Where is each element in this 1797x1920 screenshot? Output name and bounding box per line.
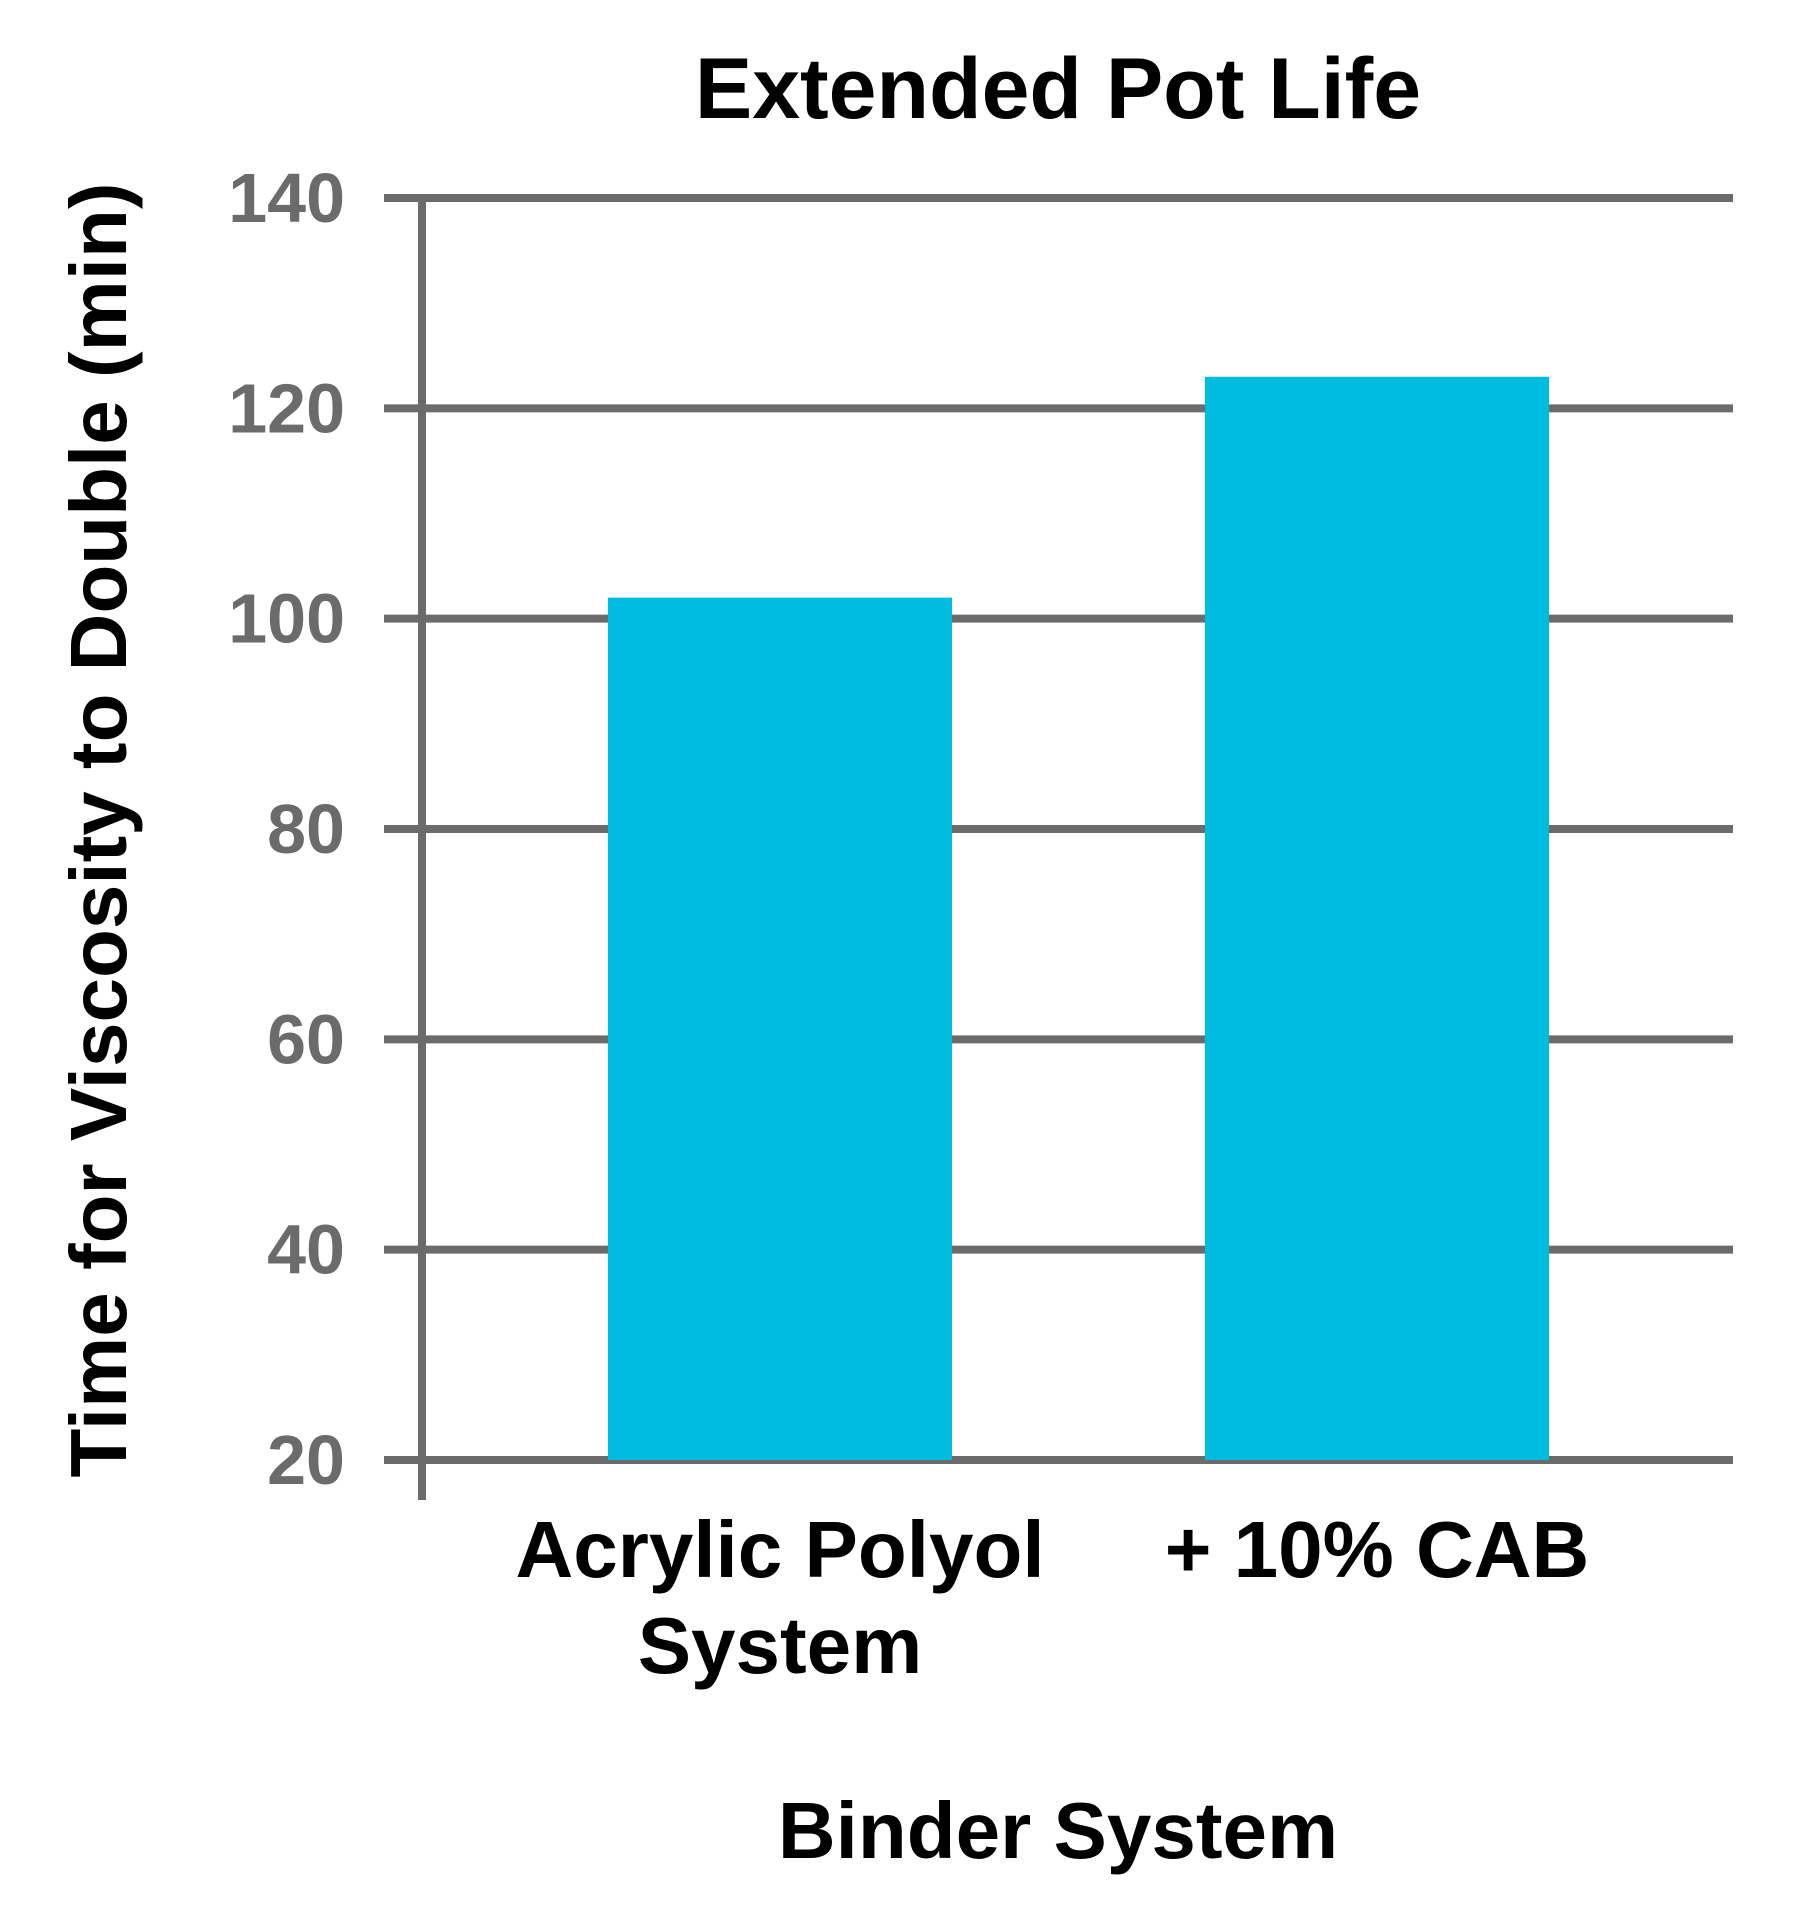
y-tick-label-80: 80 bbox=[267, 790, 345, 868]
bar-1 bbox=[1205, 376, 1549, 1460]
y-tick-label-120: 120 bbox=[228, 369, 345, 447]
y-tick-label-40: 40 bbox=[267, 1211, 345, 1289]
y-tick-labels: 20 40 60 80 100 120 140 bbox=[228, 159, 345, 1499]
bar-0 bbox=[608, 597, 952, 1460]
x-category-label-line: + 10% CAB bbox=[1165, 1505, 1590, 1594]
y-axis-title: Time for Viscosity to Double (min) bbox=[54, 183, 143, 1478]
y-tick-label-140: 140 bbox=[228, 159, 345, 237]
y-tick-label-100: 100 bbox=[228, 580, 345, 658]
chart-title: Extended Pot Life bbox=[695, 41, 1421, 137]
x-axis-title: Binder System bbox=[778, 1786, 1338, 1875]
x-category-label-1: + 10% CAB bbox=[1165, 1505, 1590, 1594]
y-tick-label-60: 60 bbox=[267, 1000, 345, 1078]
x-category-label-line: System bbox=[638, 1601, 923, 1690]
x-category-label-0: Acrylic Polyol System bbox=[515, 1505, 1044, 1690]
x-category-label-line: Acrylic Polyol bbox=[515, 1505, 1044, 1594]
bars bbox=[608, 376, 1549, 1460]
y-tick-label-20: 20 bbox=[267, 1421, 345, 1499]
x-category-labels: Acrylic Polyol System + 10% CAB bbox=[515, 1505, 1589, 1690]
